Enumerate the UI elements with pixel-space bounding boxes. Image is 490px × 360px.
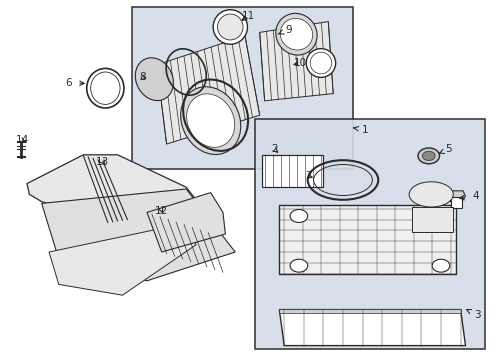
Text: 11: 11 xyxy=(242,11,256,21)
Ellipse shape xyxy=(432,259,450,272)
Text: 6: 6 xyxy=(65,78,84,88)
Bar xyxy=(132,7,353,169)
Ellipse shape xyxy=(422,151,435,161)
Text: 4: 4 xyxy=(460,191,479,201)
Polygon shape xyxy=(448,191,466,203)
Ellipse shape xyxy=(418,148,440,164)
Ellipse shape xyxy=(290,210,308,222)
Ellipse shape xyxy=(218,14,243,40)
Ellipse shape xyxy=(432,212,450,225)
Text: 2: 2 xyxy=(271,144,278,154)
Text: 8: 8 xyxy=(139,72,146,82)
Ellipse shape xyxy=(135,58,173,100)
Text: 7: 7 xyxy=(305,171,312,181)
Text: 3: 3 xyxy=(466,310,481,320)
Polygon shape xyxy=(157,36,260,144)
Ellipse shape xyxy=(187,94,235,147)
Ellipse shape xyxy=(87,68,124,108)
Text: 9: 9 xyxy=(278,24,293,35)
Ellipse shape xyxy=(91,72,120,104)
Polygon shape xyxy=(147,193,225,252)
Polygon shape xyxy=(279,310,465,346)
Polygon shape xyxy=(260,22,333,101)
Ellipse shape xyxy=(290,259,308,272)
Text: 1: 1 xyxy=(354,125,368,135)
Bar xyxy=(262,155,323,187)
Text: 10: 10 xyxy=(294,58,307,68)
Polygon shape xyxy=(412,207,453,232)
Bar xyxy=(451,197,462,208)
Ellipse shape xyxy=(276,13,317,55)
Bar xyxy=(255,119,485,349)
Text: 5: 5 xyxy=(440,144,452,154)
Ellipse shape xyxy=(306,49,336,77)
Text: 12: 12 xyxy=(155,206,169,216)
Polygon shape xyxy=(49,223,196,295)
Polygon shape xyxy=(279,205,456,274)
Polygon shape xyxy=(42,189,235,281)
Ellipse shape xyxy=(310,52,332,74)
Polygon shape xyxy=(27,155,206,223)
Ellipse shape xyxy=(181,87,241,154)
Text: 14: 14 xyxy=(15,135,29,145)
Text: 13: 13 xyxy=(96,157,110,167)
Ellipse shape xyxy=(280,18,313,50)
Ellipse shape xyxy=(409,182,453,207)
Polygon shape xyxy=(279,309,461,313)
Ellipse shape xyxy=(213,10,247,44)
